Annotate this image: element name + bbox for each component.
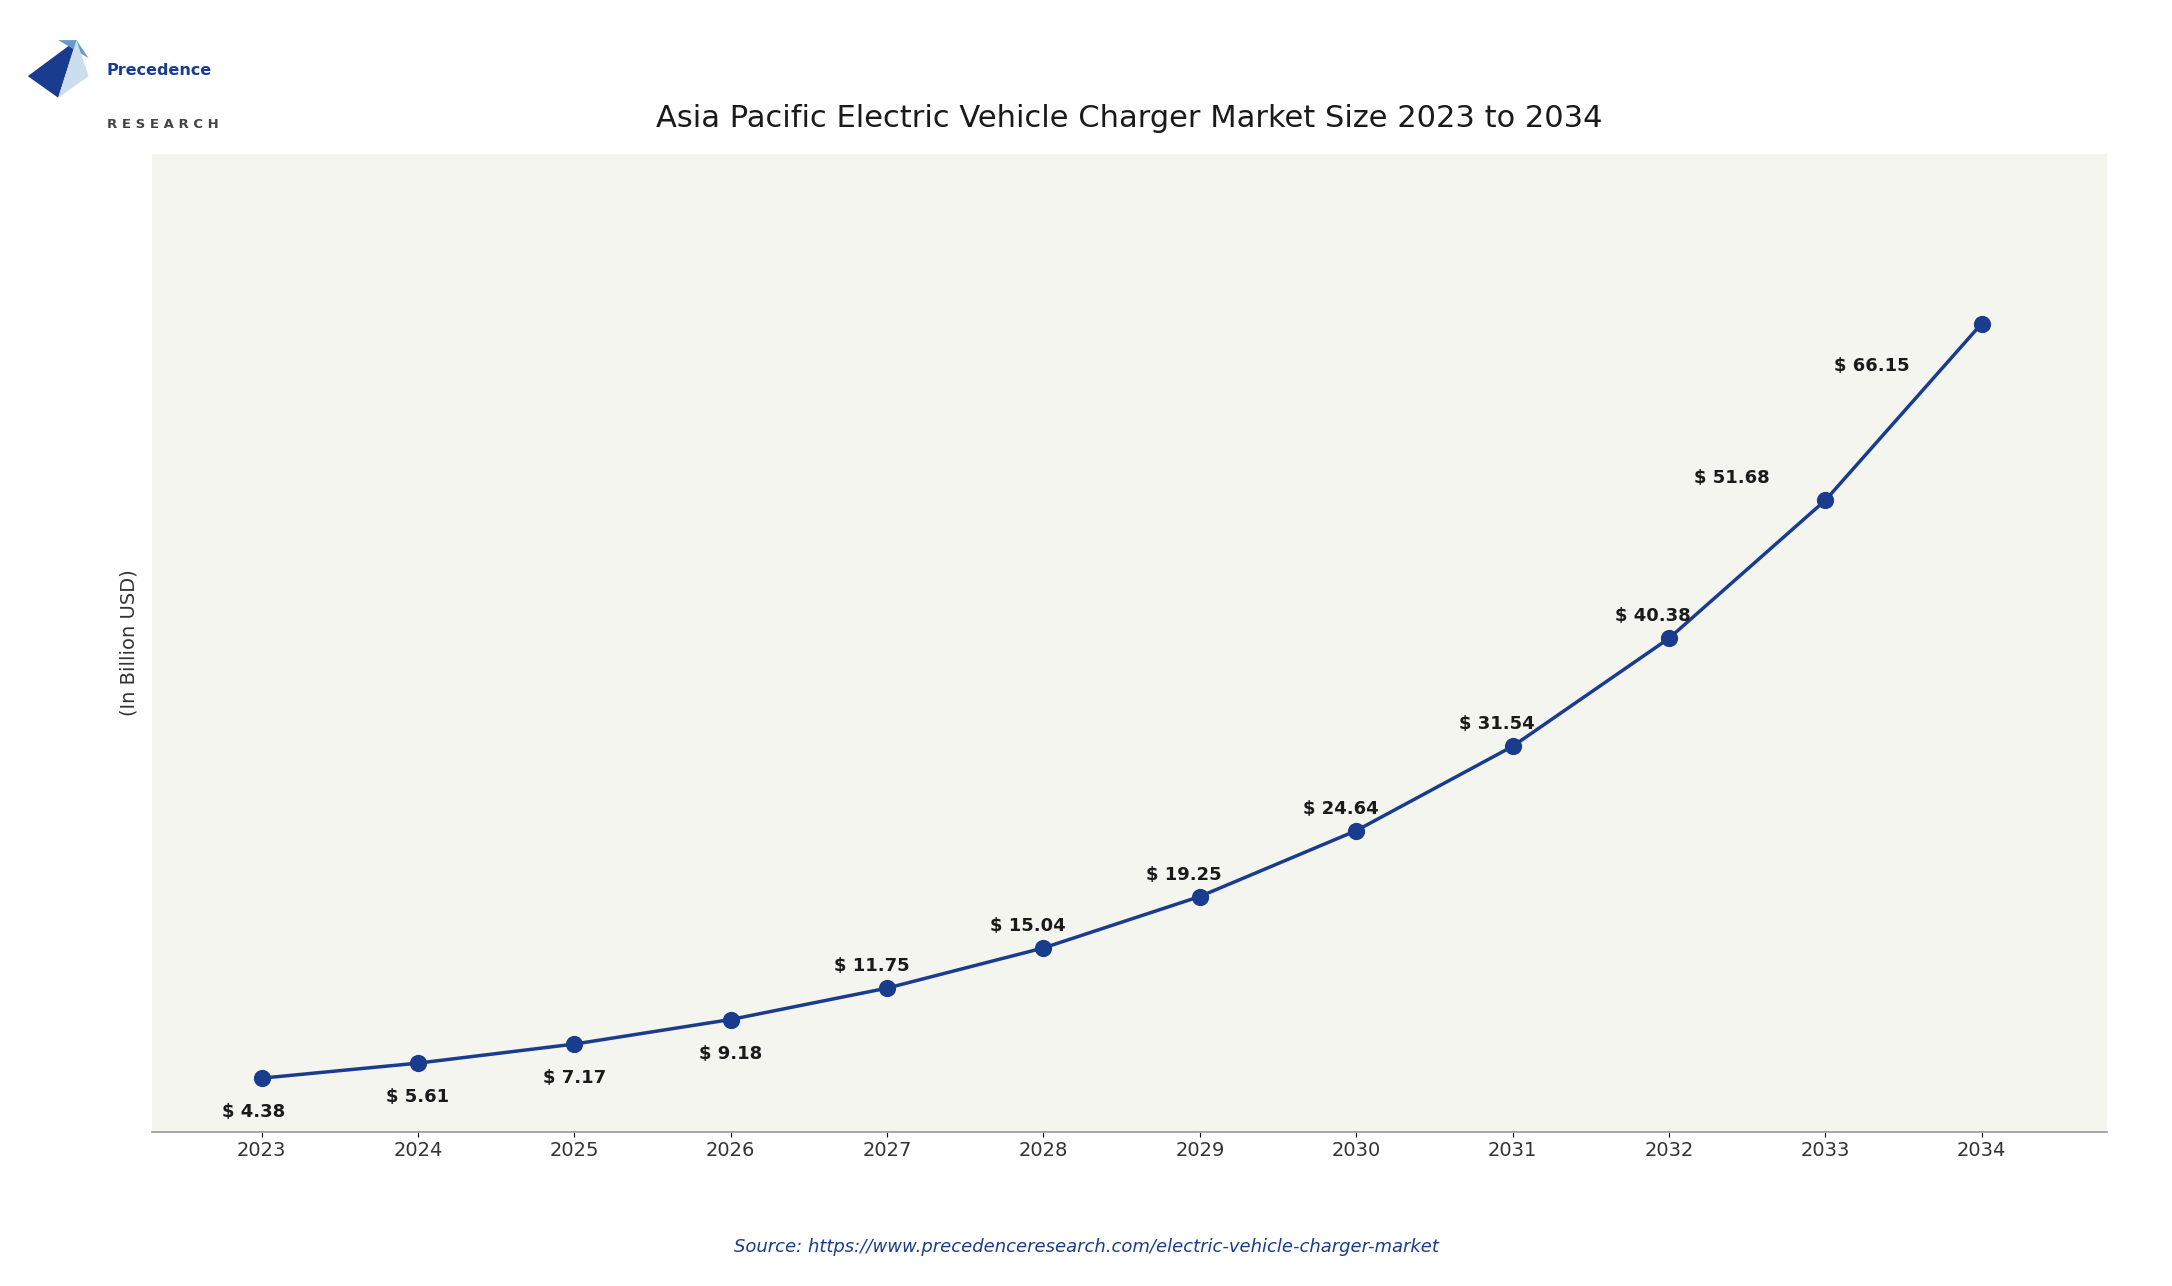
Point: [1807, 490, 1842, 511]
Point: [556, 1034, 591, 1055]
Point: [1182, 886, 1216, 907]
Point: [400, 1053, 434, 1074]
Text: $ 11.75: $ 11.75: [834, 957, 910, 975]
Text: $ 15.04: $ 15.04: [990, 917, 1066, 935]
Polygon shape: [28, 40, 76, 98]
Point: [1025, 937, 1060, 958]
Point: [243, 1067, 278, 1088]
Text: $ 5.61: $ 5.61: [387, 1088, 450, 1106]
Point: [1963, 314, 1998, 334]
Text: $ 19.25: $ 19.25: [1147, 865, 1223, 883]
Text: $ 24.64: $ 24.64: [1303, 800, 1379, 818]
Polygon shape: [59, 40, 89, 58]
Text: Source: https://www.precedenceresearch.com/electric-vehicle-charger-market: Source: https://www.precedenceresearch.c…: [734, 1238, 1438, 1256]
Text: $ 9.18: $ 9.18: [699, 1044, 762, 1062]
Text: R E S E A R C H: R E S E A R C H: [106, 118, 219, 131]
Point: [712, 1010, 747, 1030]
Point: [1338, 820, 1373, 841]
Text: $ 66.15: $ 66.15: [1835, 358, 1909, 376]
Y-axis label: (In Billion USD): (In Billion USD): [119, 570, 139, 716]
Text: $ 40.38: $ 40.38: [1616, 607, 1692, 625]
Text: $ 51.68: $ 51.68: [1694, 469, 1770, 487]
Text: $ 31.54: $ 31.54: [1460, 715, 1536, 733]
Text: $ 7.17: $ 7.17: [543, 1069, 606, 1087]
Point: [869, 977, 904, 998]
Point: [1494, 736, 1529, 756]
Text: $ 4.38: $ 4.38: [222, 1103, 285, 1121]
Point: [1651, 628, 1685, 648]
Text: Precedence: Precedence: [106, 63, 213, 78]
Title: Asia Pacific Electric Vehicle Charger Market Size 2023 to 2034: Asia Pacific Electric Vehicle Charger Ma…: [656, 104, 1603, 132]
Polygon shape: [59, 40, 89, 98]
